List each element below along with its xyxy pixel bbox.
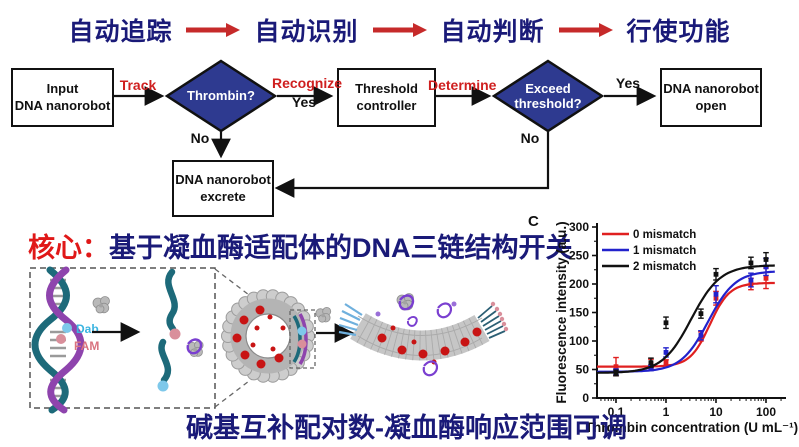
fam-label: FAM <box>74 339 99 353</box>
data-point <box>763 275 769 281</box>
triplex-switch-dashed-box <box>29 267 216 409</box>
series-0-mismatch <box>597 267 775 377</box>
fam-dye-ball <box>169 328 181 340</box>
open-nanorobot-sheet-icon <box>338 301 509 365</box>
dab-quencher-ball <box>157 380 169 392</box>
auto-steps-header: 自动追踪 自动识别 自动判断 行使功能 <box>0 12 799 48</box>
data-point <box>663 320 669 326</box>
dab-label: Dab <box>76 322 99 336</box>
thrombin-decision-diamond <box>164 59 278 133</box>
dna-nanorobot-excrete-box: DNA nanorobot excrete <box>172 160 274 217</box>
exceed-threshold-decision-diamond <box>491 59 605 133</box>
exceed-yes-label: Yes <box>615 75 641 91</box>
closed-nanorobot-ring-core <box>230 298 306 374</box>
dna-nanorobot-open-box: DNA nanorobot open <box>660 68 762 127</box>
thrombin-icon <box>315 306 332 323</box>
x-tick-label: 1 <box>663 405 670 419</box>
exceed-threshold-diamond-label: Exceed threshold? <box>514 81 582 111</box>
step-auto-recognize: 自动识别 <box>254 18 359 46</box>
right-lock-fringe <box>477 301 509 339</box>
data-point <box>713 271 719 277</box>
fit-curve <box>596 270 775 373</box>
step-execute-function: 行使功能 <box>626 18 731 46</box>
dab-quencher-ball <box>62 323 72 333</box>
opened-strands-icon <box>157 268 181 392</box>
thrombin-icon <box>92 296 110 314</box>
data-point <box>713 291 719 297</box>
core-title-text: 基于凝血酶适配体的DNA三链结构开关 <box>109 233 573 263</box>
exceed-no-label: No <box>520 130 540 146</box>
data-point <box>663 350 669 355</box>
thrombin-diamond-label: Thrombin? <box>187 88 255 103</box>
y-axis-label: Fluorescence intensity (a.u.) <box>554 221 569 403</box>
data-point <box>663 360 669 366</box>
input-dna-nanorobot-box: Input DNA nanorobot <box>11 68 114 127</box>
core-title: 核心：基于凝血酶适配体的DNA三链结构开关 <box>28 226 573 265</box>
released-aptamer-squiggles <box>375 293 457 377</box>
series-2-mismatch <box>596 251 775 377</box>
step-auto-judge: 自动判断 <box>440 18 545 46</box>
data-point <box>698 332 704 338</box>
y-tick-label: 150 <box>569 306 589 320</box>
step-auto-track: 自动追踪 <box>68 18 173 46</box>
red-arrow-icon <box>558 23 613 37</box>
x-axis-label: Thrombin concentration (U mL⁻¹) <box>585 420 798 435</box>
fam-dye-ball <box>56 334 66 344</box>
left-lock-fringe <box>338 303 363 337</box>
determine-edge-label: Determine <box>428 77 497 93</box>
threshold-controller-box: Threshold controller <box>337 68 436 127</box>
y-tick-label: 0 <box>582 391 589 405</box>
triplex-lock-region <box>289 309 316 369</box>
y-tick-label: 300 <box>569 220 589 234</box>
y-tick-label: 100 <box>569 334 589 348</box>
data-point <box>613 370 619 376</box>
data-point <box>698 311 704 317</box>
legend-label: 1 mismatch <box>633 245 696 257</box>
recognize-edge-label: Recognize <box>272 75 343 91</box>
legend-label: 2 mismatch <box>633 261 696 273</box>
y-tick-label: 250 <box>569 249 589 263</box>
fit-curve <box>596 264 775 374</box>
red-arrow-icon <box>372 23 427 37</box>
legend-label: 0 mismatch <box>633 229 696 241</box>
bottom-caption: 碱基互补配对数-凝血酶响应范围可调 <box>186 413 627 443</box>
red-arrow-icon <box>186 23 241 37</box>
data-point <box>748 277 754 283</box>
mechanism-illustration: Dab FAM <box>29 266 509 414</box>
data-point <box>613 364 619 370</box>
track-edge-label: Track <box>119 77 157 93</box>
data-point <box>763 257 769 262</box>
x-tick-label: 10 <box>709 405 723 419</box>
data-point <box>648 360 654 366</box>
y-tick-label: 200 <box>569 277 589 291</box>
core-title-prefix: 核心： <box>28 233 109 263</box>
series-1-mismatch <box>596 257 775 376</box>
y-tick-label: 50 <box>576 363 590 377</box>
flowchart-connectors <box>112 59 657 198</box>
panel-c-label: C <box>528 213 539 230</box>
lock-dashed-box <box>289 309 316 369</box>
x-tick-label: 100 <box>756 405 776 419</box>
dna-triplex-helix-icon <box>31 266 85 414</box>
recognize-yes-label: Yes <box>291 94 317 110</box>
x-tick-label: 0.1 <box>608 405 625 419</box>
data-point <box>748 260 754 266</box>
fit-curve <box>597 281 775 368</box>
thrombin-no-label: No <box>190 130 210 146</box>
